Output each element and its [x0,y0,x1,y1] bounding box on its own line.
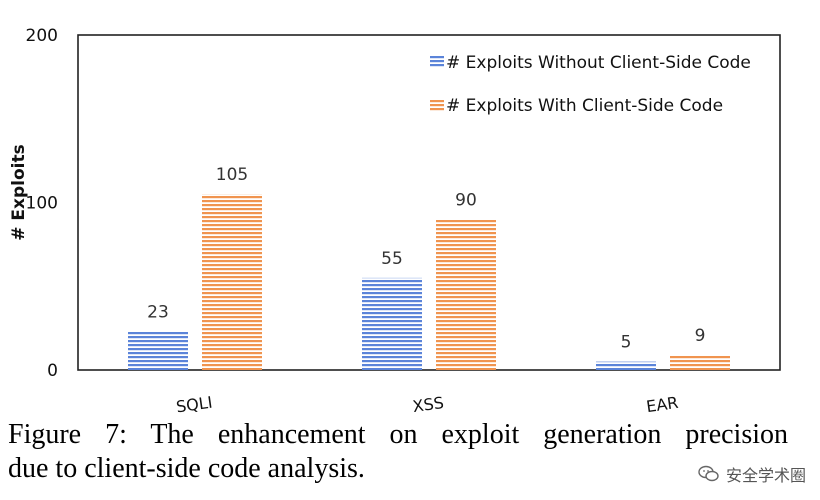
bar-chart: 0 100 200 # Exploits 23 105 SQLI 55 90 XSS 5 9 EAR # … [9,26,781,417]
legend-swatch [430,99,444,111]
data-label: 55 [381,249,403,269]
legend-swatch [430,56,444,68]
bar [128,331,188,370]
x-tick-label: XSS [411,393,445,416]
y-tick-label: 100 [26,194,58,214]
data-label: 90 [455,190,477,210]
data-label: 23 [147,302,169,322]
bar [670,354,730,370]
caption-line-1: Figure 7: The enhancement on exploit gen… [8,419,788,450]
bar [596,361,656,370]
bar [436,219,496,370]
figure-caption: Figure 7: The enhancement on exploit gen… [8,418,788,486]
x-tick-label: SQLI [175,393,214,417]
y-axis-title: # Exploits [9,144,29,241]
chart: 0 100 200 # Exploits 23 105 SQLI 55 90 XSS 5 9 EAR # … [9,26,781,417]
legend-label: # Exploits Without Client-Side Code [446,53,751,73]
bar [202,194,262,370]
data-label: 105 [216,165,248,185]
caption-line-2: due to client-side code analysis. [8,453,365,484]
wechat-icon [698,465,719,482]
legend-label: # Exploits With Client-Side Code [446,96,723,116]
y-tick-label: 0 [47,361,58,381]
watermark: 安全学术圈 [698,462,806,486]
data-label: 9 [695,326,706,346]
y-tick-label: 200 [26,26,58,46]
x-tick-label: EAR [645,393,680,416]
watermark-text: 安全学术圈 [725,466,806,485]
bar [362,277,422,370]
plot-frame [77,34,781,371]
data-label: 5 [621,333,632,353]
